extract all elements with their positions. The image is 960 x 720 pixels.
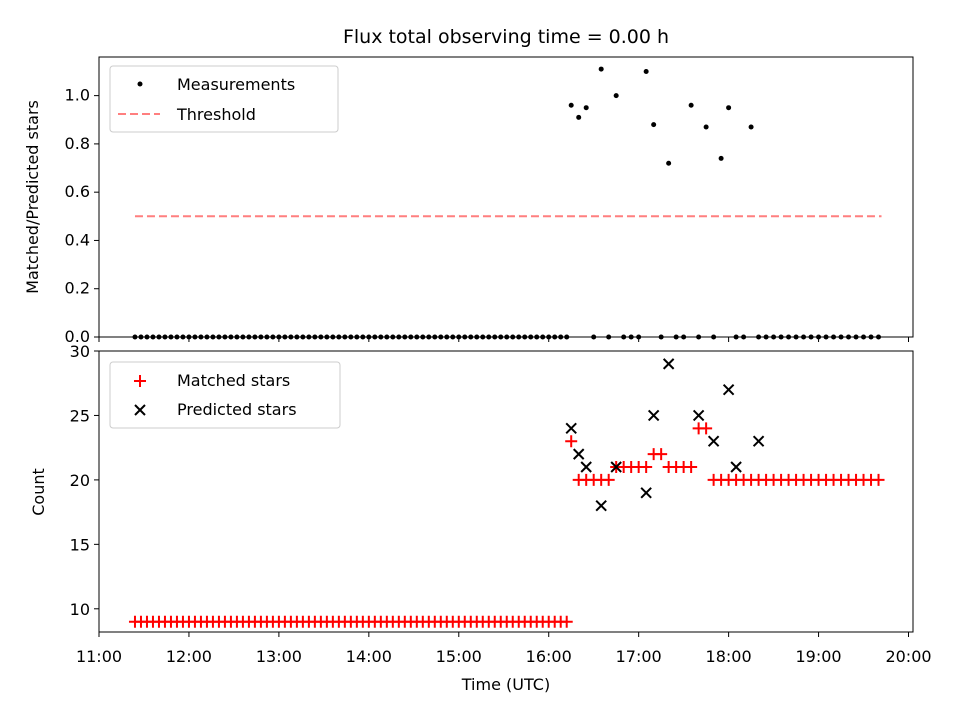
matched-star-point <box>685 461 698 474</box>
predicted-star-point <box>595 499 607 512</box>
top-y-tick-label: 0.6 <box>65 182 90 201</box>
measurement-point <box>613 93 619 99</box>
x-tick-label: 15:00 <box>436 647 482 666</box>
x-tick-label: 14:00 <box>346 647 392 666</box>
bottom-plot-frame <box>98 350 914 633</box>
predicted-star-point <box>707 435 720 447</box>
measurement-point <box>666 160 672 166</box>
bottom-legend: Matched stars Predicted stars <box>109 361 341 429</box>
predicted-star-point <box>647 409 660 422</box>
predicted-star-point <box>722 383 735 396</box>
top-plot-frame <box>98 56 914 338</box>
matched-star-point <box>602 473 615 486</box>
top-y-tick-label: 0.2 <box>65 279 90 298</box>
predicted-star-point <box>662 358 675 370</box>
x-tick-label: 17:00 <box>616 647 662 666</box>
measurement-point <box>568 102 574 108</box>
bottom-panel: 10 15 20 25 30 11:00 12:00 13:00 14:00 15:00 16:00… <box>70 342 932 666</box>
predicted-star-point <box>580 461 592 473</box>
measurement-point <box>576 114 582 120</box>
predicted-star-point <box>692 409 705 422</box>
legend-matched-label: Matched stars <box>177 371 290 390</box>
x-tick-label: 19:00 <box>796 647 842 666</box>
bottom-y-tick-label: 10 <box>70 600 90 619</box>
top-y-axis-label: Matched/Predicted stars <box>23 100 42 294</box>
predicted-star-point <box>752 435 765 447</box>
x-tick-label: 11:00 <box>76 647 122 666</box>
predicted-star-point <box>610 461 622 473</box>
matched-star-point <box>640 461 653 474</box>
legend-predicted-marker <box>134 404 146 416</box>
bottom-y-tick-label: 20 <box>70 471 90 490</box>
x-axis-label: Time (UTC) <box>461 675 550 694</box>
matched-star-point <box>565 435 578 448</box>
top-y-tick-label: 1.0 <box>65 86 90 105</box>
matched-star-point <box>560 615 573 628</box>
legend-measurements-label: Measurements <box>177 75 295 94</box>
x-tick-label: 13:00 <box>256 647 302 666</box>
x-tick-label: 12:00 <box>166 647 212 666</box>
legend-predicted-label: Predicted stars <box>177 400 297 419</box>
bottom-y-tick-label: 30 <box>70 342 90 361</box>
bottom-y-tick-label: 15 <box>70 535 90 554</box>
measurement-point <box>643 68 649 74</box>
measurement-point <box>688 102 694 108</box>
top-legend-frame <box>109 65 339 133</box>
measurement-point <box>726 105 732 111</box>
predicted-star-point <box>572 448 585 460</box>
top-panel-title: Flux total observing time = 0.00 h <box>343 26 669 48</box>
x-tick-label: 18:00 <box>706 647 752 666</box>
predicted-star-point <box>640 487 652 499</box>
x-tick-label: 16:00 <box>526 647 572 666</box>
predicted-star-point <box>730 461 742 473</box>
top-y-tick-label: 0.0 <box>65 327 90 346</box>
legend-matched-marker <box>134 375 146 387</box>
measurement-point <box>748 124 754 130</box>
bottom-legend-frame <box>109 361 341 429</box>
measurement-point <box>718 155 724 161</box>
legend-measurements-marker <box>137 81 143 87</box>
bottom-y-tick-label: 25 <box>70 406 90 425</box>
predicted-star-point <box>565 422 577 435</box>
measurement-point <box>651 122 657 128</box>
legend-threshold-label: Threshold <box>176 105 256 124</box>
x-tick-label: 20:00 <box>885 647 931 666</box>
top-y-tick-label: 0.8 <box>65 134 90 153</box>
measurement-point <box>598 66 604 72</box>
matched-star-point <box>872 473 885 486</box>
top-y-tick-label: 0.4 <box>65 230 90 249</box>
measurement-point <box>583 105 589 111</box>
top-legend: Measurements Threshold <box>109 65 339 133</box>
measurement-point <box>703 124 709 130</box>
top-panel: 0.0 0.2 0.4 0.6 0.8 1.0 <box>65 56 914 346</box>
bottom-y-axis-label: Count <box>29 468 48 516</box>
matched-star-point <box>655 448 668 461</box>
matched-star-point <box>700 422 713 435</box>
